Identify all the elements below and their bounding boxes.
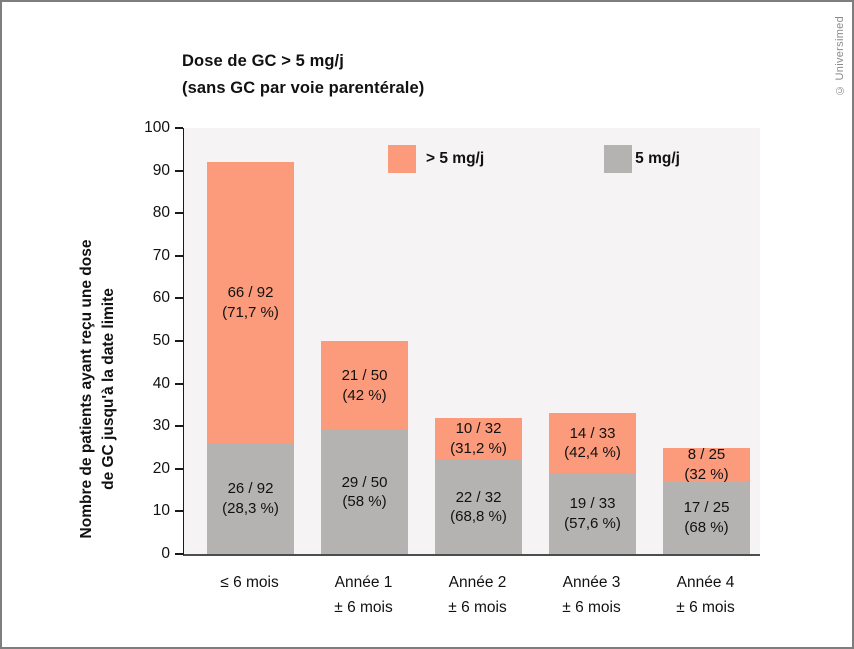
y-tick-label: 30 xyxy=(152,417,170,435)
chart-title-line1: Dose de GC > 5 mg/j xyxy=(182,52,344,70)
y-tick-0: 0 xyxy=(138,545,183,563)
y-axis-title-line2: de GC jusqu'à la date limite xyxy=(100,288,117,490)
bar-value-label: (58 %) xyxy=(342,493,387,511)
bar-value-label: 8 / 25 xyxy=(687,446,726,464)
y-tick-mark xyxy=(175,467,183,470)
y-tick-label: 80 xyxy=(152,204,170,222)
y-tick-90: 90 xyxy=(138,162,183,180)
y-tick-label: 100 xyxy=(144,119,170,136)
x-category-label-5: Année 4 ± 6 mois xyxy=(676,570,734,620)
y-tick-mark xyxy=(175,254,183,257)
y-axis-title-line1: Nombre de patients ayant reçu une dose xyxy=(78,239,95,539)
y-tick-70: 70 xyxy=(138,247,183,265)
y-tick-mark xyxy=(175,169,183,172)
bar-4-segment-gt5: 14 / 33 (42,4 %) xyxy=(549,413,636,474)
bar-2: 21 / 50 (42 %) 29 / 50 (58 %) xyxy=(321,341,408,554)
bar-value-label: (68,8 %) xyxy=(450,508,507,526)
x-category-label-line: Année 3 xyxy=(562,574,621,591)
y-tick-label: 60 xyxy=(152,289,170,307)
bar-1-segment-gt5: 66 / 92 (71,7 %) xyxy=(207,162,294,444)
bar-2-segment-le5: 29 / 50 (58 %) xyxy=(321,430,408,554)
y-tick-80: 80 xyxy=(138,204,183,222)
y-tick-label: 10 xyxy=(152,502,170,520)
x-category-label-line: Année 2 xyxy=(448,574,507,591)
bar-value-label: (28,3 %) xyxy=(222,499,279,517)
y-tick-label: 50 xyxy=(152,332,170,349)
y-tick-30: 30 xyxy=(138,417,183,435)
x-category-label-line: ± 6 mois xyxy=(448,599,507,616)
bar-value-label: 17 / 25 xyxy=(683,499,730,517)
x-category-label-line: ± 6 mois xyxy=(334,599,393,616)
bar-value-label: (68 %) xyxy=(684,518,729,536)
plot-area: > 5 mg/j 5 mg/j 66 / 92 (71,7 %) 26 / 92 (2… xyxy=(183,128,760,556)
bar-3-segment-le5: 22 / 32 (68,8 %) xyxy=(435,460,522,554)
y-tick-mark xyxy=(175,297,183,300)
bar-value-label: 22 / 32 xyxy=(455,488,502,506)
x-category-label-4: Année 3 ± 6 mois xyxy=(562,570,620,620)
bar-5-segment-le5: 17 / 25 (68 %) xyxy=(663,481,750,554)
y-tick-mark xyxy=(175,382,183,385)
bar-2-segment-gt5: 21 / 50 (42 %) xyxy=(321,341,408,431)
bar-value-label: 26 / 92 xyxy=(227,480,274,498)
bar-value-label: (42,4 %) xyxy=(564,444,621,462)
x-category-label-line: ± 6 mois xyxy=(562,599,621,616)
y-tick-50: 50 xyxy=(138,332,183,350)
y-tick-100: 100 xyxy=(138,119,183,137)
bar-value-label: 10 / 32 xyxy=(455,420,502,438)
y-tick-label: 0 xyxy=(161,545,170,562)
bar-value-label: 21 / 50 xyxy=(341,367,388,385)
x-category-label-line: ± 6 mois xyxy=(676,599,735,616)
y-tick-label: 90 xyxy=(152,161,170,179)
bar-value-label: 19 / 33 xyxy=(569,495,616,513)
y-tick-60: 60 xyxy=(138,289,183,307)
bar-3-segment-gt5: 10 / 32 (31,2 %) xyxy=(435,417,522,461)
y-tick-20: 20 xyxy=(138,460,183,478)
bar-value-label: 14 / 33 xyxy=(569,424,616,442)
bar-value-label: (31,2 %) xyxy=(450,439,507,457)
y-tick-10: 10 xyxy=(138,502,183,520)
x-category-label-line: Année 4 xyxy=(676,574,735,591)
y-tick-mark xyxy=(175,127,183,129)
y-tick-mark xyxy=(175,212,183,215)
x-category-label-1: ≤ 6 mois xyxy=(220,570,278,595)
y-tick-label: 40 xyxy=(152,374,170,392)
y-tick-label: 70 xyxy=(152,246,170,264)
bar-value-label: 29 / 50 xyxy=(341,473,388,491)
y-axis: 0 10 20 30 40 50 60 70 80 90 100 xyxy=(120,119,183,562)
credit-text: © Universimed xyxy=(834,16,846,97)
y-tick-label: 20 xyxy=(152,459,170,477)
x-category-label-3: Année 2 ± 6 mois xyxy=(448,570,506,620)
bar-5-segment-gt5: 8 / 25 (32 %) xyxy=(663,446,750,483)
chart-title: Dose de GC > 5 mg/j (sans GC par voie pa… xyxy=(182,48,424,102)
y-tick-mark xyxy=(175,553,183,555)
y-tick-mark xyxy=(175,510,183,513)
y-axis-title: Nombre de patients ayant reçu une dose d… xyxy=(76,240,120,539)
bar-value-label: (71,7 %) xyxy=(222,303,279,321)
x-category-label-2: Année 1 ± 6 mois xyxy=(334,570,392,620)
x-category-label-line: ≤ 6 mois xyxy=(220,574,279,591)
legend-label-le5: 5 mg/j xyxy=(635,150,680,167)
y-tick-40: 40 xyxy=(138,375,183,393)
bar-value-label: (42 %) xyxy=(342,386,387,404)
bar-4: 14 / 33 (42,4 %) 19 / 33 (57,6 %) xyxy=(549,413,636,554)
bar-1: 66 / 92 (71,7 %) 26 / 92 (28,3 %) xyxy=(207,162,294,554)
legend-label-gt5: > 5 mg/j xyxy=(426,150,485,167)
bar-4-segment-le5: 19 / 33 (57,6 %) xyxy=(549,473,636,554)
legend-swatch-gt5 xyxy=(388,145,416,173)
bar-3: 10 / 32 (31,2 %) 22 / 32 (68,8 %) xyxy=(435,417,522,554)
bar-1-segment-le5: 26 / 92 (28,3 %) xyxy=(207,443,294,554)
bar-value-label: (57,6 %) xyxy=(564,514,621,532)
y-tick-mark xyxy=(175,425,183,428)
chart-title-line2: (sans GC par voie parentérale) xyxy=(182,79,425,97)
legend: > 5 mg/j 5 mg/j xyxy=(388,145,680,173)
bar-value-label: 66 / 92 xyxy=(227,284,274,302)
x-axis: ≤ 6 mois Année 1 ± 6 mois Année 2 ± 6 mois An… xyxy=(183,570,759,634)
legend-swatch-le5 xyxy=(604,145,633,173)
y-tick-mark xyxy=(175,340,183,342)
x-category-label-line: Année 1 xyxy=(334,574,393,591)
bar-5: 8 / 25 (32 %) 17 / 25 (68 %) xyxy=(663,446,750,554)
bar-value-label: (32 %) xyxy=(684,465,729,483)
